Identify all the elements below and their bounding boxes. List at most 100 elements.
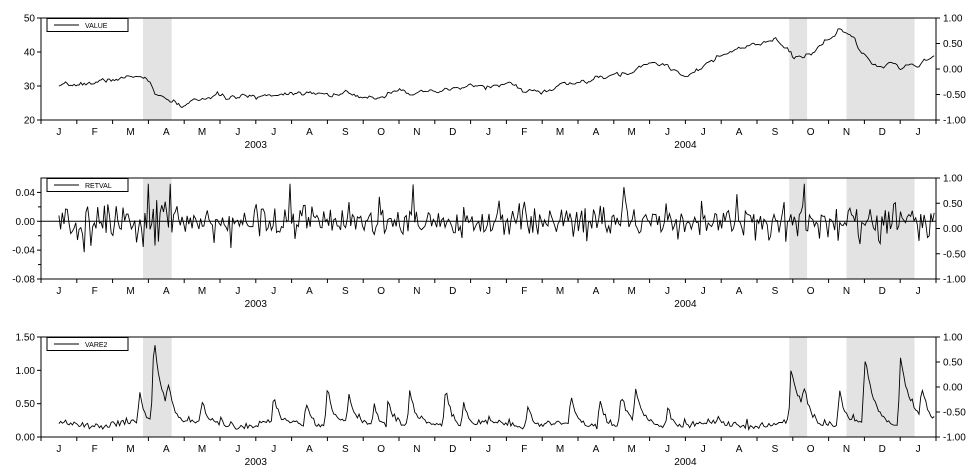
series-line-retval <box>58 183 935 253</box>
month-label: O <box>377 444 385 455</box>
month-label: A <box>163 444 170 455</box>
month-label: M <box>198 444 206 455</box>
shaded-band-2 <box>789 18 808 120</box>
month-label: M <box>628 127 636 138</box>
month-label: J <box>486 286 491 297</box>
y2-tick-label: 0.00 <box>943 65 963 76</box>
y-tick-label: 0.00 <box>16 217 36 228</box>
month-label: D <box>879 127 886 138</box>
month-label: J <box>235 286 240 297</box>
month-label: A <box>593 127 600 138</box>
month-label: D <box>449 444 456 455</box>
month-label: N <box>413 444 420 455</box>
month-label: J <box>916 444 921 455</box>
month-label: A <box>306 286 313 297</box>
series-line-value <box>58 28 935 109</box>
month-label: A <box>593 444 600 455</box>
month-label: A <box>736 444 743 455</box>
y2-tick-label: 0.50 <box>943 39 963 50</box>
year-label: 2004 <box>674 457 697 468</box>
month-label: M <box>556 444 564 455</box>
month-label: O <box>807 127 815 138</box>
month-label: J <box>271 127 276 138</box>
month-label: N <box>843 127 850 138</box>
shaded-band-1 <box>143 337 172 437</box>
chart-panel-1: 20 30 40 50 -1.00 -0.50 0.00 0.50 1.00 J F M A M J J A S O… <box>24 14 966 152</box>
month-label: N <box>843 444 850 455</box>
month-label: M <box>126 286 134 297</box>
y2-tick-label: -0.50 <box>943 249 966 260</box>
month-label: N <box>413 127 420 138</box>
y2-tick-label: 1.00 <box>943 14 963 25</box>
month-label: S <box>342 286 349 297</box>
legend: RETVAL <box>46 178 129 192</box>
month-label: D <box>879 286 886 297</box>
legend-box <box>46 18 129 32</box>
month-label: S <box>772 286 779 297</box>
month-label: J <box>665 286 670 297</box>
month-label: A <box>163 286 170 297</box>
legend: VALUE <box>46 18 129 32</box>
shaded-band-3 <box>846 337 915 437</box>
month-label: S <box>342 127 349 138</box>
month-label: D <box>449 127 456 138</box>
plot-frame <box>40 177 937 280</box>
month-label: J <box>916 127 921 138</box>
chart-panel-2: -0.08 -0.04 0.00 0.04 -1.00 -0.50 0.00 0.50 1.00… <box>12 174 966 311</box>
legend-box <box>46 178 129 192</box>
year-label: 2004 <box>674 299 697 310</box>
shaded-band-3 <box>846 18 915 120</box>
plot-frame <box>40 336 937 438</box>
month-label: J <box>56 127 61 138</box>
month-label: J <box>271 286 276 297</box>
month-label: M <box>628 444 636 455</box>
month-label: J <box>486 127 491 138</box>
y-tick-label: 30 <box>24 82 36 93</box>
series-line-vare2 <box>58 345 935 432</box>
month-label: S <box>772 444 779 455</box>
y-tick-label: 1.00 <box>16 366 36 377</box>
month-label: M <box>556 127 564 138</box>
month-label: M <box>126 127 134 138</box>
month-label: O <box>807 444 815 455</box>
y-tick-label: 0.50 <box>16 399 36 410</box>
chart-panel-3: 0.00 0.50 1.00 1.50 -1.00 -0.50 0.00 0.50 1.00 J F… <box>16 333 967 469</box>
y2-tick-label: -1.00 <box>943 116 966 127</box>
month-label: D <box>879 444 886 455</box>
month-label: N <box>843 286 850 297</box>
month-label: F <box>92 286 98 297</box>
month-label: J <box>235 127 240 138</box>
month-label: J <box>701 127 706 138</box>
month-label: J <box>916 286 921 297</box>
year-label: 2003 <box>245 299 268 310</box>
month-label: J <box>486 444 491 455</box>
month-label: J <box>271 444 276 455</box>
month-label: M <box>198 127 206 138</box>
shaded-band-1 <box>143 178 172 279</box>
month-label: O <box>807 286 815 297</box>
y-tick-label: 0.00 <box>16 433 36 444</box>
month-label: F <box>92 127 98 138</box>
month-label: A <box>736 286 743 297</box>
y-tick-label: -0.08 <box>12 275 35 286</box>
month-label: A <box>593 286 600 297</box>
legend-label: VARE2 <box>85 342 108 349</box>
month-label: J <box>701 286 706 297</box>
month-label: F <box>521 444 527 455</box>
month-label: J <box>665 444 670 455</box>
month-label: O <box>377 286 385 297</box>
month-label: N <box>413 286 420 297</box>
month-label: A <box>163 127 170 138</box>
y2-tick-label: -0.50 <box>943 408 966 419</box>
month-label: S <box>772 127 779 138</box>
y2-tick-label: -0.50 <box>943 90 966 101</box>
y2-tick-label: 0.50 <box>943 358 963 369</box>
legend-box <box>46 337 129 351</box>
legend-label: RETVAL <box>85 183 112 190</box>
month-label: S <box>342 444 349 455</box>
month-label: J <box>235 444 240 455</box>
month-label: M <box>628 286 636 297</box>
shaded-band-2 <box>789 337 808 437</box>
y2-tick-label: -1.00 <box>943 433 966 444</box>
